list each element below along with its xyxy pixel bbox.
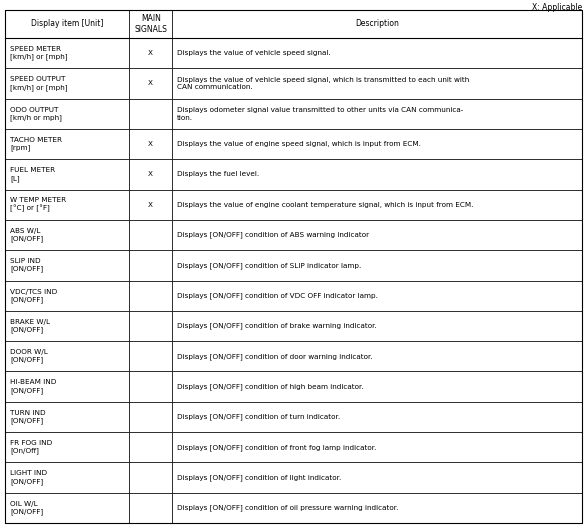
Text: TURN IND
[ON/OFF]: TURN IND [ON/OFF] <box>10 410 46 424</box>
Bar <box>129 129 173 159</box>
Text: LIGHT IND
[ON/OFF]: LIGHT IND [ON/OFF] <box>10 470 47 485</box>
Bar <box>129 190 173 220</box>
Bar <box>129 10 173 38</box>
Bar <box>173 341 582 371</box>
Bar <box>173 311 582 341</box>
Bar <box>129 99 173 129</box>
Bar <box>5 493 129 523</box>
Bar <box>173 463 582 493</box>
Bar <box>5 68 129 99</box>
Bar <box>129 311 173 341</box>
Text: Displays the value of engine coolant temperature signal, which is input from ECM: Displays the value of engine coolant tem… <box>177 202 474 208</box>
Text: MAIN
SIGNALS: MAIN SIGNALS <box>134 14 167 34</box>
Bar <box>173 432 582 463</box>
Bar <box>5 280 129 311</box>
Bar <box>173 220 582 250</box>
Text: Displays [ON/OFF] condition of ABS warning indicator: Displays [ON/OFF] condition of ABS warni… <box>177 232 369 239</box>
Bar <box>129 220 173 250</box>
Text: Displays [ON/OFF] condition of high beam indicator.: Displays [ON/OFF] condition of high beam… <box>177 383 364 390</box>
Text: ABS W/L
[ON/OFF]: ABS W/L [ON/OFF] <box>10 228 43 242</box>
Text: VDC/TCS IND
[ON/OFF]: VDC/TCS IND [ON/OFF] <box>10 288 58 303</box>
Bar <box>173 402 582 432</box>
Text: Displays the value of engine speed signal, which is input from ECM.: Displays the value of engine speed signa… <box>177 141 421 147</box>
Bar <box>173 10 582 38</box>
Bar <box>5 99 129 129</box>
Bar <box>5 10 129 38</box>
Bar <box>129 371 173 402</box>
Bar <box>5 129 129 159</box>
Text: Displays [ON/OFF] condition of oil pressure warning indicator.: Displays [ON/OFF] condition of oil press… <box>177 504 399 511</box>
Text: FR FOG IND
[On/Off]: FR FOG IND [On/Off] <box>10 440 52 454</box>
Text: OIL W/L
[ON/OFF]: OIL W/L [ON/OFF] <box>10 501 43 515</box>
Text: Displays odometer signal value transmitted to other units via CAN communica-
tio: Displays odometer signal value transmitt… <box>177 107 464 120</box>
Bar <box>129 341 173 371</box>
Bar <box>5 341 129 371</box>
Bar <box>173 250 582 280</box>
Text: Displays [ON/OFF] condition of turn indicator.: Displays [ON/OFF] condition of turn indi… <box>177 413 340 420</box>
Text: Displays [ON/OFF] condition of SLIP indicator lamp.: Displays [ON/OFF] condition of SLIP indi… <box>177 262 362 269</box>
Bar <box>129 432 173 463</box>
Text: SPEED METER
[km/h] or [mph]: SPEED METER [km/h] or [mph] <box>10 46 68 60</box>
Bar <box>173 38 582 68</box>
Bar <box>5 311 129 341</box>
Bar <box>129 402 173 432</box>
Text: ODO OUTPUT
[km/h or mph]: ODO OUTPUT [km/h or mph] <box>10 107 62 121</box>
Text: FUEL METER
[L]: FUEL METER [L] <box>10 167 55 182</box>
Bar <box>129 68 173 99</box>
Text: Displays [ON/OFF] condition of light indicator.: Displays [ON/OFF] condition of light ind… <box>177 474 342 481</box>
Text: SLIP IND
[ON/OFF]: SLIP IND [ON/OFF] <box>10 258 43 272</box>
Bar <box>5 250 129 280</box>
Bar <box>5 159 129 190</box>
Bar <box>5 190 129 220</box>
Text: X: Applicable: X: Applicable <box>532 3 582 12</box>
Text: Displays [ON/OFF] condition of door warning indicator.: Displays [ON/OFF] condition of door warn… <box>177 353 373 360</box>
Bar <box>5 402 129 432</box>
Text: Displays [ON/OFF] condition of front fog lamp indicator.: Displays [ON/OFF] condition of front fog… <box>177 444 377 450</box>
Text: Displays the value of vehicle speed signal.: Displays the value of vehicle speed sign… <box>177 50 331 56</box>
Bar <box>173 280 582 311</box>
Bar <box>173 159 582 190</box>
Text: Displays [ON/OFF] condition of brake warning indicator.: Displays [ON/OFF] condition of brake war… <box>177 323 377 329</box>
Bar <box>129 463 173 493</box>
Text: X: X <box>148 141 153 147</box>
Text: TACHO METER
[rpm]: TACHO METER [rpm] <box>10 137 62 151</box>
Text: X: X <box>148 202 153 208</box>
Text: Display item [Unit]: Display item [Unit] <box>31 20 103 29</box>
Bar <box>5 220 129 250</box>
Bar <box>5 38 129 68</box>
Bar <box>173 99 582 129</box>
Bar <box>129 250 173 280</box>
Bar <box>173 129 582 159</box>
Text: SPEED OUTPUT
[km/h] or [mph]: SPEED OUTPUT [km/h] or [mph] <box>10 77 68 91</box>
Text: X: X <box>148 80 153 87</box>
Text: W TEMP METER
[°C] or [°F]: W TEMP METER [°C] or [°F] <box>10 197 66 212</box>
Bar <box>5 463 129 493</box>
Text: X: X <box>148 50 153 56</box>
Text: Displays the fuel level.: Displays the fuel level. <box>177 172 259 177</box>
Bar <box>5 432 129 463</box>
Bar <box>129 493 173 523</box>
Bar <box>5 371 129 402</box>
Text: Displays the value of vehicle speed signal, which is transmitted to each unit wi: Displays the value of vehicle speed sign… <box>177 77 470 90</box>
Bar <box>129 280 173 311</box>
Text: HI-BEAM IND
[ON/OFF]: HI-BEAM IND [ON/OFF] <box>10 380 56 394</box>
Bar <box>129 38 173 68</box>
Text: X: X <box>148 172 153 177</box>
Bar <box>173 68 582 99</box>
Bar <box>173 371 582 402</box>
Text: DOOR W/L
[ON/OFF]: DOOR W/L [ON/OFF] <box>10 349 48 363</box>
Bar <box>173 493 582 523</box>
Text: Displays [ON/OFF] condition of VDC OFF indicator lamp.: Displays [ON/OFF] condition of VDC OFF i… <box>177 293 378 299</box>
Bar <box>129 159 173 190</box>
Bar <box>173 190 582 220</box>
Text: Description: Description <box>355 20 399 29</box>
Text: BRAKE W/L
[ON/OFF]: BRAKE W/L [ON/OFF] <box>10 319 50 333</box>
